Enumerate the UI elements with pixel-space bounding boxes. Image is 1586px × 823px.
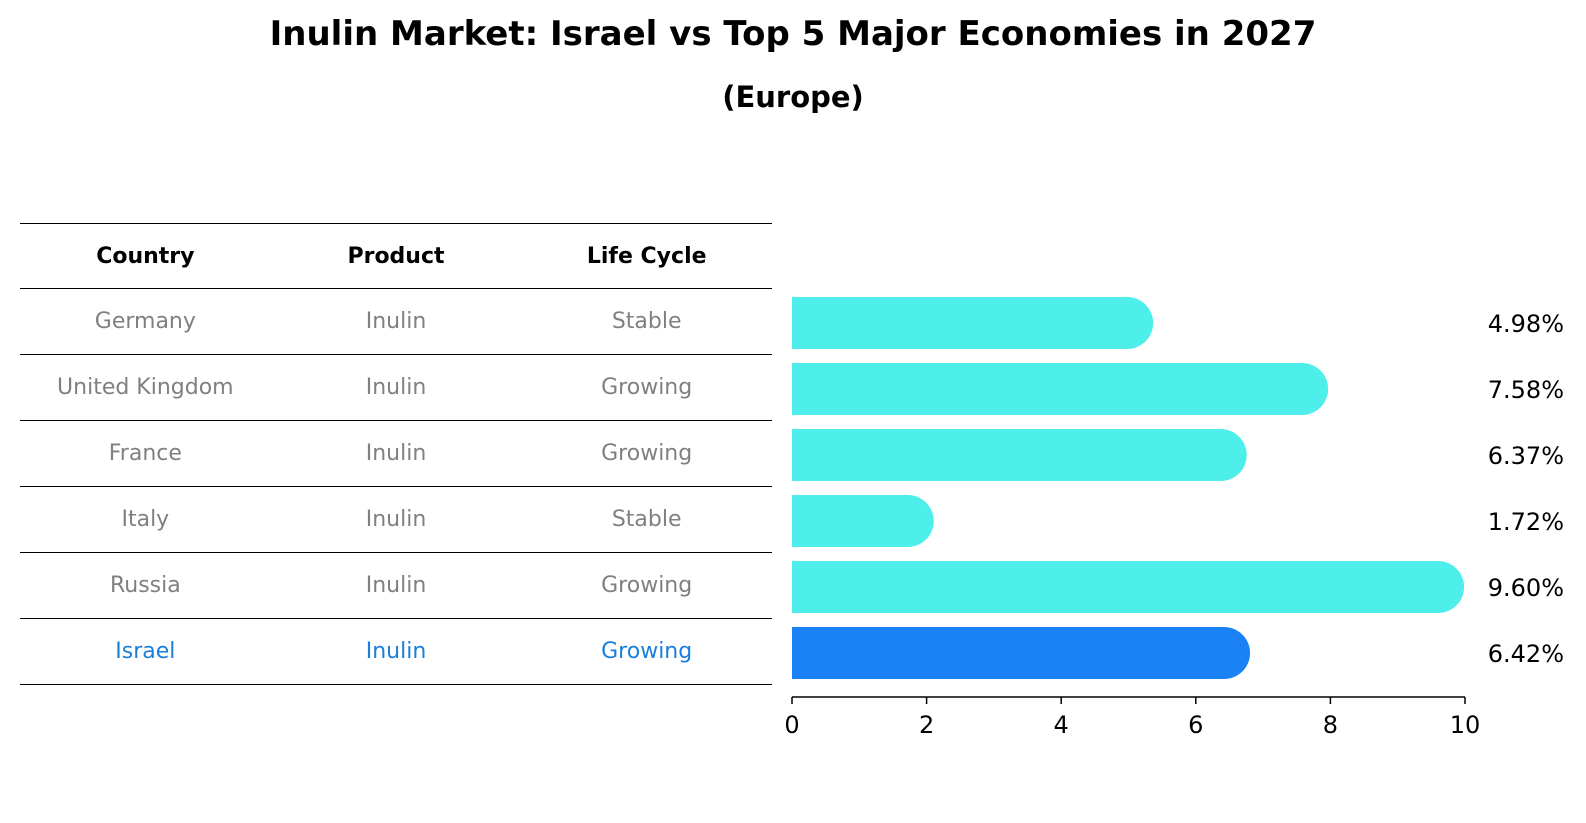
data-table: Country Product Life Cycle Germany Inuli… <box>20 223 772 685</box>
life-cycle-cell: Growing <box>601 573 693 598</box>
table-row: Russia Inulin Growing <box>20 553 772 619</box>
life-cycle-cell: Stable <box>611 507 682 532</box>
life-cycle-cell: Growing <box>601 375 693 400</box>
life-cycle-cell: Growing <box>601 441 693 466</box>
country-cell: Italy <box>121 507 170 532</box>
header-product: Product <box>347 243 445 269</box>
bar-italy <box>792 495 934 547</box>
table-row: Italy Inulin Stable <box>20 487 772 553</box>
table-row: United Kingdom Inulin Growing <box>20 355 772 421</box>
country-cell: Germany <box>94 309 196 334</box>
table-row: Germany Inulin Stable <box>20 289 772 355</box>
country-cell: Russia <box>109 573 181 598</box>
table-header-row: Country Product Life Cycle <box>20 223 772 289</box>
product-cell: Inulin <box>365 639 427 664</box>
bar-germany <box>792 297 1154 349</box>
product-cell: Inulin <box>365 375 427 400</box>
country-cell: France <box>108 441 182 466</box>
x-tick-label: 8 <box>1323 711 1338 739</box>
x-tick-label: 2 <box>919 711 934 739</box>
chart-title: Inulin Market: Israel vs Top 5 Major Eco… <box>269 14 1317 54</box>
product-cell: Inulin <box>365 507 427 532</box>
x-tick-label: 6 <box>1188 711 1203 739</box>
value-label: 6.42% <box>1488 640 1564 668</box>
x-tick-label: 4 <box>1054 711 1069 739</box>
product-cell: Inulin <box>365 441 427 466</box>
header-life-cycle: Life Cycle <box>586 243 707 269</box>
x-tick-label: 10 <box>1450 711 1481 739</box>
header-country: Country <box>96 243 195 269</box>
value-label: 4.98% <box>1488 310 1564 338</box>
bar-france <box>792 429 1247 481</box>
country-cell: United Kingdom <box>57 375 234 400</box>
bar-united-kingdom <box>792 363 1329 415</box>
table-row: France Inulin Growing <box>20 421 772 487</box>
life-cycle-cell: Stable <box>611 309 682 334</box>
product-cell: Inulin <box>365 309 427 334</box>
x-tick-label: 0 <box>784 711 799 739</box>
value-label: 7.58% <box>1488 376 1564 404</box>
value-label: 1.72% <box>1488 508 1564 536</box>
life-cycle-cell: Growing <box>601 639 693 664</box>
bar-russia <box>792 561 1465 613</box>
chart-subtitle: (Europe) <box>722 80 864 114</box>
value-label: 6.37% <box>1488 442 1564 470</box>
table-row-highlight: Israel Inulin Growing <box>20 619 772 685</box>
country-cell: Israel <box>115 639 176 664</box>
value-label: 9.60% <box>1488 574 1564 602</box>
bar-israel <box>792 627 1251 679</box>
product-cell: Inulin <box>365 573 427 598</box>
